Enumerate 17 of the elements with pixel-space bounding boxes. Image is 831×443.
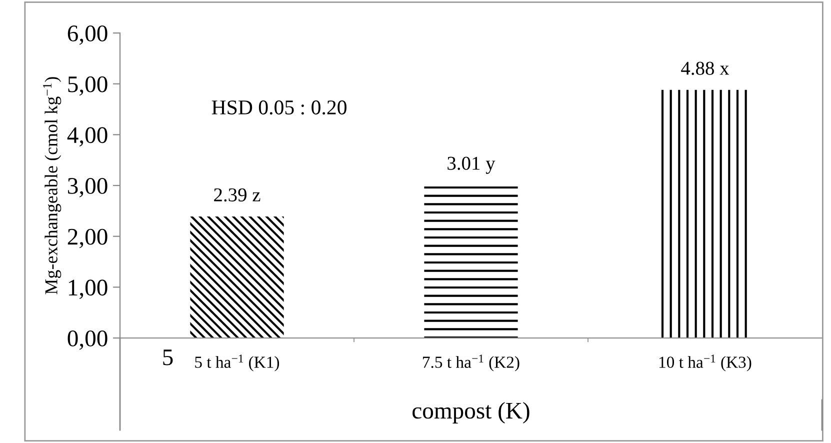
y-axis-title: Mg-exchangeable (cmol kg$^{−1}$)	[43, 77, 62, 294]
text: 5	[163, 350, 173, 366]
x-tick-label: 10 t ha$^{−1}$ (K3)	[659, 354, 752, 372]
y-tick-label: 1,00	[68, 280, 108, 299]
data-label: 3.01 y	[448, 156, 496, 174]
x-axis-title: compost (K)	[412, 402, 530, 424]
annotation: HSD 0.05 : 0.20	[212, 100, 346, 115]
y-tick-label: 0,00	[68, 330, 108, 350]
y-tick-label: 2,00	[68, 228, 108, 248]
x-tick-label: 5 t ha$^{−1}$ (K1)	[195, 354, 280, 372]
y-tick-label: 4,00	[67, 127, 108, 146]
y-tick-label: 3,00	[68, 178, 108, 198]
y-tick-label: 6,00	[68, 25, 108, 45]
y-tick-label: 5,00	[68, 76, 108, 96]
x-tick-label: 7.5 t ha$^{−1}$ (K2)	[423, 354, 520, 372]
data-label: 2.39 z	[214, 188, 260, 202]
data-label: 4.88 x	[681, 62, 730, 75]
